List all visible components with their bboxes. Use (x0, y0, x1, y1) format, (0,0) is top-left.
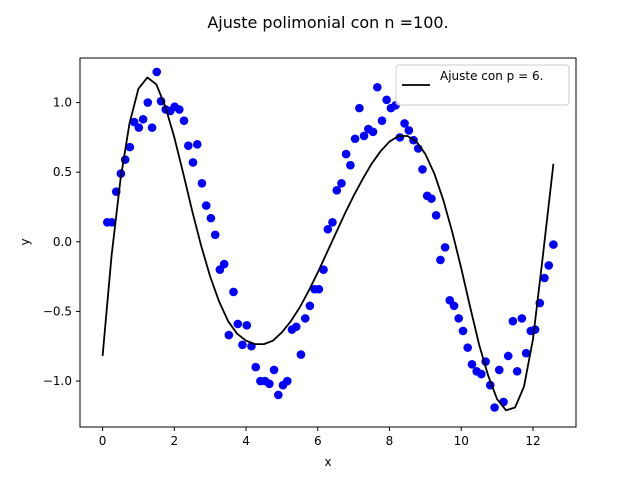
scatter-point (296, 350, 306, 359)
plot-frame (79, 57, 577, 428)
fit-line (101, 76, 555, 412)
scatter-point (355, 103, 364, 113)
scatter-point (490, 403, 499, 412)
scatter-point (404, 126, 414, 135)
y-tick-label: 0.5 (53, 165, 72, 179)
scatter-point (458, 326, 468, 336)
scatter-point (440, 243, 450, 252)
scatter-point (138, 114, 148, 124)
x-tick-label: 10 (454, 434, 469, 448)
legend: Ajuste con p = 6. (395, 64, 570, 106)
scatter-point (341, 149, 351, 159)
scatter-point (400, 119, 409, 128)
ticks-layer: 0 2 4 6 8 10 12 −1.0 −0.5 0.0 0.5 1.0 (43, 96, 541, 448)
x-tick-label: 2 (171, 434, 179, 448)
scatter-point (282, 376, 292, 386)
plot-area (80, 58, 576, 427)
scatter-point (305, 301, 315, 311)
scatter-point (219, 259, 229, 269)
scatter-point (359, 131, 369, 141)
scatter-point (463, 343, 472, 352)
x-tick-label: 12 (525, 434, 540, 448)
scatter-point (152, 67, 162, 77)
chart-title: Ajuste polimonial con n =100. (207, 13, 448, 32)
scatter-point (373, 82, 382, 92)
scatter-point (323, 224, 333, 234)
legend-label: Ajuste con p = 6. (440, 69, 543, 83)
scatter-point (147, 123, 157, 132)
y-axis-label: y (18, 238, 32, 245)
scatter-point (328, 218, 337, 227)
scatter-point (540, 273, 549, 283)
scatter-point (197, 179, 207, 188)
x-tick-label: 4 (242, 434, 250, 448)
scatter-point (184, 141, 193, 151)
scatter-point (503, 351, 513, 361)
y-tick-label: −0.5 (43, 304, 72, 318)
scatter-point (418, 165, 427, 174)
scatter-point (454, 314, 464, 323)
scatter-point (382, 95, 391, 105)
legend-box (395, 64, 570, 106)
scatter-point (549, 240, 558, 249)
scatter-point (350, 134, 360, 144)
y-tick-label: −1.0 (43, 374, 72, 388)
scatter-point (251, 362, 261, 372)
scatter-point (120, 155, 130, 164)
scatter-point (427, 194, 436, 203)
scatter-point (229, 287, 238, 297)
x-tick-label: 0 (99, 434, 107, 448)
scatter-point (377, 116, 387, 125)
scatter-point (233, 319, 243, 329)
scatter-point (175, 105, 184, 114)
y-tick-label: 0.0 (53, 235, 72, 249)
scatter-point (300, 314, 310, 323)
scatter-point (449, 301, 459, 311)
scatter-point (206, 213, 216, 223)
scatter-point (436, 255, 445, 265)
x-axis-label: x (324, 455, 331, 469)
scatter-point (517, 314, 527, 323)
scatter-point (368, 127, 378, 137)
scatter-point (332, 185, 342, 195)
scatter-point (544, 261, 554, 270)
scatter-point (477, 369, 486, 379)
scatter-point (265, 379, 274, 389)
scatter-point (508, 316, 518, 326)
scatter-point (494, 365, 504, 375)
scatter-point (499, 397, 508, 407)
y-tick-label: 1.0 (53, 96, 72, 110)
scatter-point (431, 211, 441, 220)
scatter-point (134, 123, 144, 132)
series-layer (101, 67, 558, 412)
scatter-point (337, 179, 346, 188)
scatter-point (179, 116, 189, 125)
scatter-point (242, 321, 252, 330)
scatter-point (269, 365, 279, 375)
scatter-point (143, 98, 153, 107)
scatter-point (192, 140, 202, 149)
scatter-point (291, 322, 301, 332)
scatter-point (512, 367, 522, 376)
scatter-point (125, 142, 135, 152)
scatter-point (188, 158, 198, 167)
scatter-point (201, 201, 211, 210)
scatter-point (521, 348, 531, 358)
scatter-point (238, 340, 247, 350)
scatter-point (210, 230, 220, 240)
scatter-point (319, 265, 328, 274)
scatter-point (314, 284, 324, 294)
scatter-point (107, 218, 117, 227)
x-tick-label: 6 (314, 434, 322, 448)
scatter-point (467, 360, 477, 369)
scatter-point (346, 160, 355, 170)
scatter-point (274, 390, 283, 400)
x-tick-label: 8 (386, 434, 394, 448)
scatter-point (224, 330, 234, 340)
